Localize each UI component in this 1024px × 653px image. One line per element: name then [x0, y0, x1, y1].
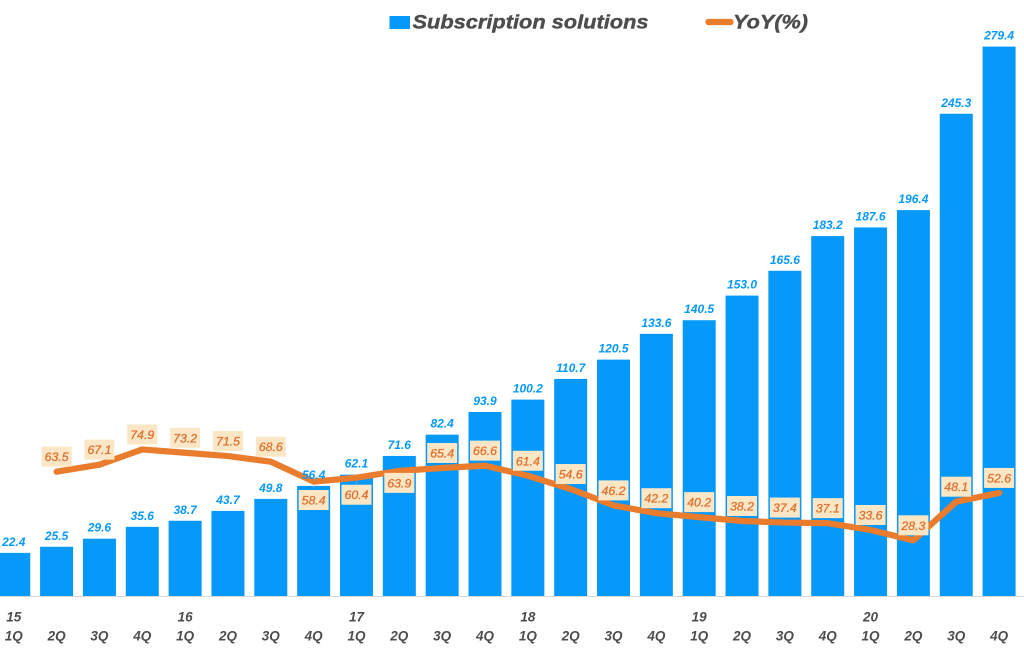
svg-text:48.1: 48.1 [944, 480, 968, 494]
svg-text:2Q: 2Q [389, 629, 409, 644]
svg-text:245.3: 245.3 [940, 96, 971, 110]
svg-text:66.6: 66.6 [473, 444, 497, 458]
svg-text:35.6: 35.6 [131, 509, 155, 523]
svg-text:68.6: 68.6 [259, 440, 283, 454]
svg-text:2Q: 2Q [218, 629, 238, 644]
svg-text:33.6: 33.6 [859, 508, 883, 522]
svg-text:3Q: 3Q [262, 629, 281, 644]
svg-text:165.6: 165.6 [770, 253, 800, 267]
svg-text:120.5: 120.5 [599, 342, 629, 356]
svg-text:38.2: 38.2 [730, 500, 754, 514]
svg-text:140.5: 140.5 [684, 302, 714, 316]
svg-text:29.6: 29.6 [87, 521, 112, 535]
svg-text:74.9: 74.9 [130, 428, 154, 442]
svg-text:65.4: 65.4 [430, 446, 454, 460]
svg-text:67.1: 67.1 [87, 443, 111, 457]
svg-text:17: 17 [349, 610, 366, 625]
svg-text:133.6: 133.6 [641, 316, 671, 330]
svg-text:16: 16 [178, 610, 194, 625]
svg-text:110.7: 110.7 [556, 361, 586, 375]
svg-text:2Q: 2Q [561, 629, 581, 644]
svg-text:1Q: 1Q [176, 629, 195, 644]
svg-text:1Q: 1Q [519, 629, 538, 644]
svg-text:100.2: 100.2 [513, 382, 543, 396]
svg-text:43.7: 43.7 [215, 493, 241, 507]
svg-text:20: 20 [862, 610, 879, 625]
svg-text:3Q: 3Q [776, 629, 795, 644]
svg-text:28.3: 28.3 [900, 519, 925, 533]
svg-text:42.2: 42.2 [644, 492, 668, 506]
svg-text:63.5: 63.5 [45, 450, 69, 464]
svg-text:40.2: 40.2 [687, 496, 711, 510]
svg-text:4Q: 4Q [132, 629, 152, 644]
svg-text:82.4: 82.4 [430, 417, 454, 431]
svg-text:1Q: 1Q [5, 629, 24, 644]
svg-text:71.5: 71.5 [216, 435, 240, 449]
svg-text:4Q: 4Q [304, 629, 324, 644]
svg-text:153.0: 153.0 [727, 278, 757, 292]
svg-text:46.2: 46.2 [602, 484, 626, 498]
svg-text:62.1: 62.1 [345, 457, 369, 471]
svg-text:1Q: 1Q [347, 629, 366, 644]
svg-text:2Q: 2Q [732, 629, 752, 644]
svg-text:YoY(%): YoY(%) [733, 12, 808, 33]
svg-text:61.4: 61.4 [516, 454, 540, 468]
svg-text:3Q: 3Q [433, 629, 452, 644]
svg-text:63.9: 63.9 [387, 476, 411, 490]
svg-text:60.4: 60.4 [345, 488, 369, 502]
svg-text:1Q: 1Q [862, 629, 881, 644]
svg-text:25.5: 25.5 [44, 529, 69, 543]
svg-text:22.4: 22.4 [1, 535, 26, 549]
svg-text:56.4: 56.4 [302, 468, 326, 482]
svg-text:18: 18 [520, 610, 536, 625]
svg-text:49.8: 49.8 [258, 481, 283, 495]
svg-text:58.4: 58.4 [302, 494, 326, 508]
svg-text:71.6: 71.6 [388, 438, 412, 452]
svg-text:4Q: 4Q [989, 629, 1009, 644]
svg-text:2Q: 2Q [903, 629, 923, 644]
svg-text:2Q: 2Q [47, 629, 67, 644]
svg-text:4Q: 4Q [475, 629, 495, 644]
svg-text:3Q: 3Q [605, 629, 624, 644]
svg-text:1Q: 1Q [690, 629, 709, 644]
svg-text:3Q: 3Q [947, 629, 966, 644]
svg-text:37.4: 37.4 [773, 501, 797, 515]
svg-text:187.6: 187.6 [856, 209, 886, 223]
svg-text:183.2: 183.2 [813, 218, 843, 232]
svg-text:15: 15 [6, 610, 22, 625]
svg-text:52.6: 52.6 [987, 471, 1011, 485]
svg-text:196.4: 196.4 [898, 192, 928, 206]
svg-text:73.2: 73.2 [173, 431, 197, 445]
svg-text:Subscription solutions: Subscription solutions [413, 12, 649, 33]
svg-text:279.4: 279.4 [983, 29, 1014, 43]
svg-text:4Q: 4Q [646, 629, 666, 644]
svg-text:54.6: 54.6 [559, 468, 583, 482]
svg-text:4Q: 4Q [818, 629, 838, 644]
svg-text:19: 19 [692, 610, 708, 625]
svg-text:93.9: 93.9 [473, 394, 497, 408]
svg-text:38.7: 38.7 [173, 503, 198, 517]
svg-text:37.1: 37.1 [816, 502, 840, 516]
svg-text:3Q: 3Q [90, 629, 109, 644]
